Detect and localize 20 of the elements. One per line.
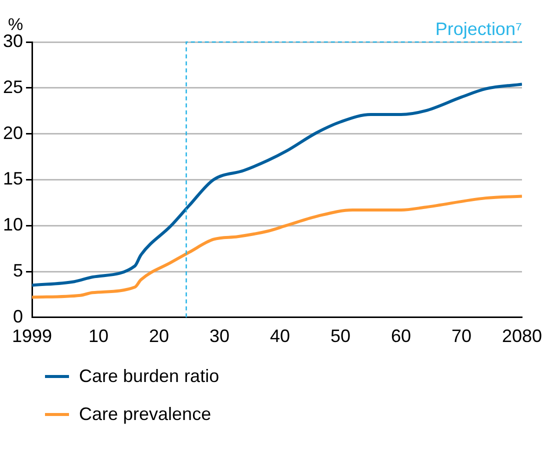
x-tick-label: 50: [330, 326, 351, 346]
x-tick-label: 1999: [12, 326, 52, 346]
y-tick-label: 5: [13, 260, 24, 280]
ref-line-label: Projection⁷: [435, 18, 522, 39]
y-tick-label: 10: [2, 214, 24, 235]
y-tick-label: 25: [2, 76, 24, 97]
x-tick-label: 30: [210, 326, 230, 346]
x-tick-label: 60: [390, 326, 412, 346]
x-tick-label: 20: [149, 326, 170, 346]
x-tick-label: 40: [270, 326, 290, 346]
line-series: [32, 82, 522, 287]
x-tick-label: 2080: [502, 326, 542, 346]
line-series: [32, 194, 522, 299]
legend-label: Care burden ratio: [79, 366, 220, 386]
x-tick-label: 10: [88, 326, 109, 346]
y-tick-label: 20: [2, 122, 24, 143]
x-tick-label: 70: [451, 326, 472, 346]
y-tick-label: 15: [2, 168, 24, 189]
y-tick-label: 0: [13, 306, 24, 326]
legend-label: Care prevalence: [79, 404, 212, 424]
